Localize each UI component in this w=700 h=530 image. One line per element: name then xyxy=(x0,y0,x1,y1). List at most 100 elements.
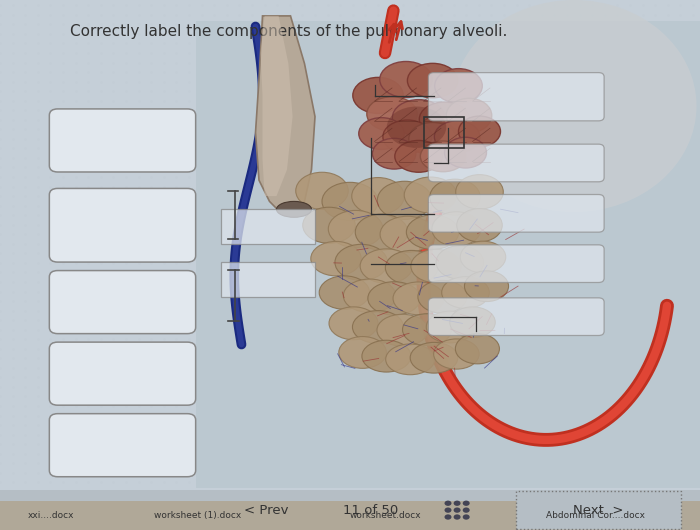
Ellipse shape xyxy=(418,280,467,313)
Ellipse shape xyxy=(377,181,432,219)
Bar xyxy=(424,117,464,148)
Text: worksheet.docx: worksheet.docx xyxy=(350,511,421,520)
Ellipse shape xyxy=(393,282,444,315)
Ellipse shape xyxy=(319,276,370,309)
Ellipse shape xyxy=(355,214,407,250)
Ellipse shape xyxy=(452,0,696,212)
Ellipse shape xyxy=(385,250,438,285)
Circle shape xyxy=(454,508,461,513)
Text: Next  >: Next > xyxy=(573,504,624,517)
Ellipse shape xyxy=(426,311,474,343)
Circle shape xyxy=(444,500,452,506)
Bar xyxy=(0,501,700,530)
FancyBboxPatch shape xyxy=(428,298,604,335)
Text: < Prev: < Prev xyxy=(244,504,288,517)
Bar xyxy=(196,21,700,488)
Ellipse shape xyxy=(377,314,428,346)
Circle shape xyxy=(463,514,470,519)
FancyBboxPatch shape xyxy=(220,262,315,297)
Ellipse shape xyxy=(461,241,505,273)
Ellipse shape xyxy=(430,179,480,215)
Ellipse shape xyxy=(447,98,491,132)
Ellipse shape xyxy=(383,120,432,154)
Circle shape xyxy=(463,508,470,513)
Ellipse shape xyxy=(368,282,420,315)
Ellipse shape xyxy=(406,215,459,250)
Polygon shape xyxy=(260,16,293,196)
Ellipse shape xyxy=(419,102,470,137)
Text: Capillary
networks around
alveoli: Capillary networks around alveoli xyxy=(73,204,172,247)
FancyBboxPatch shape xyxy=(428,245,604,282)
FancyBboxPatch shape xyxy=(428,144,604,182)
Ellipse shape xyxy=(339,337,386,368)
Text: Terminal
bronchiole: Terminal bronchiole xyxy=(92,431,153,459)
FancyBboxPatch shape xyxy=(49,342,195,405)
Ellipse shape xyxy=(392,100,445,136)
FancyBboxPatch shape xyxy=(516,491,681,529)
Ellipse shape xyxy=(351,178,405,215)
Text: Abdominal Cor....docx: Abdominal Cor....docx xyxy=(546,511,645,520)
Ellipse shape xyxy=(329,307,378,340)
Ellipse shape xyxy=(328,210,383,248)
Ellipse shape xyxy=(358,118,405,149)
FancyBboxPatch shape xyxy=(49,413,195,477)
Text: Respiratory
bronchiole: Respiratory bronchiole xyxy=(88,127,157,154)
Ellipse shape xyxy=(367,96,417,131)
Ellipse shape xyxy=(436,246,484,279)
Text: 11 of 50: 11 of 50 xyxy=(344,504,398,517)
Bar xyxy=(0,490,700,530)
Ellipse shape xyxy=(402,314,452,346)
Ellipse shape xyxy=(295,172,349,209)
Ellipse shape xyxy=(343,279,396,313)
Ellipse shape xyxy=(456,334,500,364)
Circle shape xyxy=(454,514,461,519)
Ellipse shape xyxy=(353,77,403,113)
Ellipse shape xyxy=(276,201,312,217)
Text: Correctly label the components of the pulmonary alveoli.: Correctly label the components of the pu… xyxy=(70,24,508,39)
Ellipse shape xyxy=(410,342,458,373)
Polygon shape xyxy=(256,16,315,212)
FancyBboxPatch shape xyxy=(428,195,604,232)
Ellipse shape xyxy=(458,116,500,147)
Ellipse shape xyxy=(386,344,435,375)
Ellipse shape xyxy=(405,177,456,213)
Text: Pulmonary
venule: Pulmonary venule xyxy=(91,288,154,316)
FancyBboxPatch shape xyxy=(49,270,195,334)
FancyBboxPatch shape xyxy=(49,189,195,262)
Ellipse shape xyxy=(435,68,482,103)
Ellipse shape xyxy=(420,141,466,172)
Ellipse shape xyxy=(362,340,411,372)
Ellipse shape xyxy=(379,61,433,98)
Ellipse shape xyxy=(409,122,456,155)
Ellipse shape xyxy=(407,63,458,98)
Ellipse shape xyxy=(352,311,403,343)
Circle shape xyxy=(444,508,452,513)
Ellipse shape xyxy=(411,250,461,283)
Ellipse shape xyxy=(386,107,447,148)
Ellipse shape xyxy=(464,271,508,302)
Ellipse shape xyxy=(442,277,489,308)
Ellipse shape xyxy=(449,307,496,338)
Text: xxi....docx: xxi....docx xyxy=(28,511,74,520)
FancyBboxPatch shape xyxy=(49,109,195,172)
Ellipse shape xyxy=(395,140,442,172)
Ellipse shape xyxy=(372,138,416,169)
Ellipse shape xyxy=(456,175,503,209)
Text: Pulmonary
arteriole: Pulmonary arteriole xyxy=(91,360,154,387)
Ellipse shape xyxy=(434,339,479,369)
Ellipse shape xyxy=(322,182,378,220)
Ellipse shape xyxy=(380,216,435,252)
Text: worksheet (1).docx: worksheet (1).docx xyxy=(154,511,242,520)
FancyBboxPatch shape xyxy=(220,209,315,244)
Ellipse shape xyxy=(311,241,361,276)
FancyBboxPatch shape xyxy=(428,73,604,121)
Circle shape xyxy=(444,514,452,519)
Ellipse shape xyxy=(360,249,413,283)
Ellipse shape xyxy=(302,207,355,243)
Ellipse shape xyxy=(335,244,388,280)
Ellipse shape xyxy=(434,121,480,153)
Ellipse shape xyxy=(444,137,486,168)
Ellipse shape xyxy=(432,211,481,246)
Ellipse shape xyxy=(456,208,503,242)
Circle shape xyxy=(463,500,470,506)
